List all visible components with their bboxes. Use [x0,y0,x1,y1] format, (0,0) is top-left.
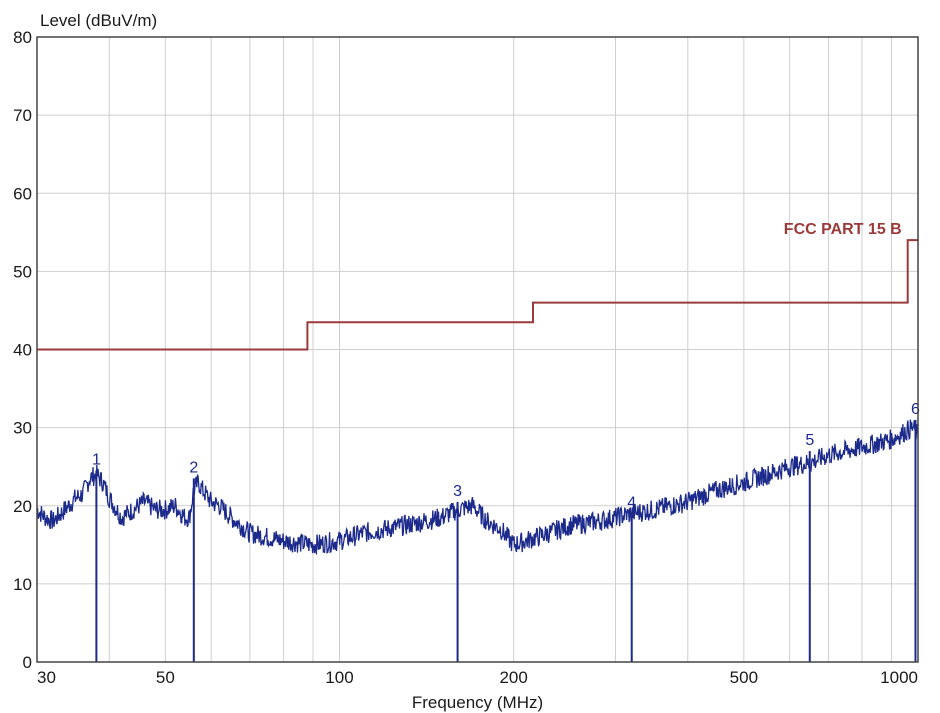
marker-layer: 1 2 3 4 5 6 [92,401,920,662]
x-tick-label: 500 [730,668,758,687]
x-tick-label: 200 [499,668,527,687]
limit-line [37,239,918,351]
trace-line [36,419,919,555]
x-axis-label: Frequency (MHz) [412,693,543,712]
y-tick-label: 50 [13,262,32,281]
marker-label-1: 1 [92,452,101,469]
x-tick-label: 50 [156,668,175,687]
plot-frame [36,36,919,663]
y-axis-label: Level (dBuV/m) [40,11,157,30]
marker-label-5: 5 [805,432,814,449]
marker-label-6: 6 [911,401,920,418]
y-tick-label: 80 [13,28,32,47]
y-tick-label: 0 [23,653,32,672]
y-tick-label: 40 [13,341,32,360]
marker-label-3: 3 [453,483,462,500]
limit-line-label: FCC PART 15 B [784,221,902,238]
x-tick-label: 1000 [880,668,918,687]
y-tick-label: 70 [13,106,32,125]
limit-layer: FCC PART 15 B [37,221,918,351]
trace-layer [36,419,919,555]
marker-label-2: 2 [189,459,198,476]
y-tick-label: 30 [13,419,32,438]
x-tick-label: 100 [325,668,353,687]
y-tick-label: 20 [13,497,32,516]
x-tick-label: 30 [37,668,56,687]
y-tick-label: 10 [13,575,32,594]
tick-layer: 0 10 20 30 40 50 60 70 80 30 50 100 200 500 1000 [13,28,918,687]
marker-label-4: 4 [627,495,636,512]
y-tick-label: 60 [13,184,32,203]
